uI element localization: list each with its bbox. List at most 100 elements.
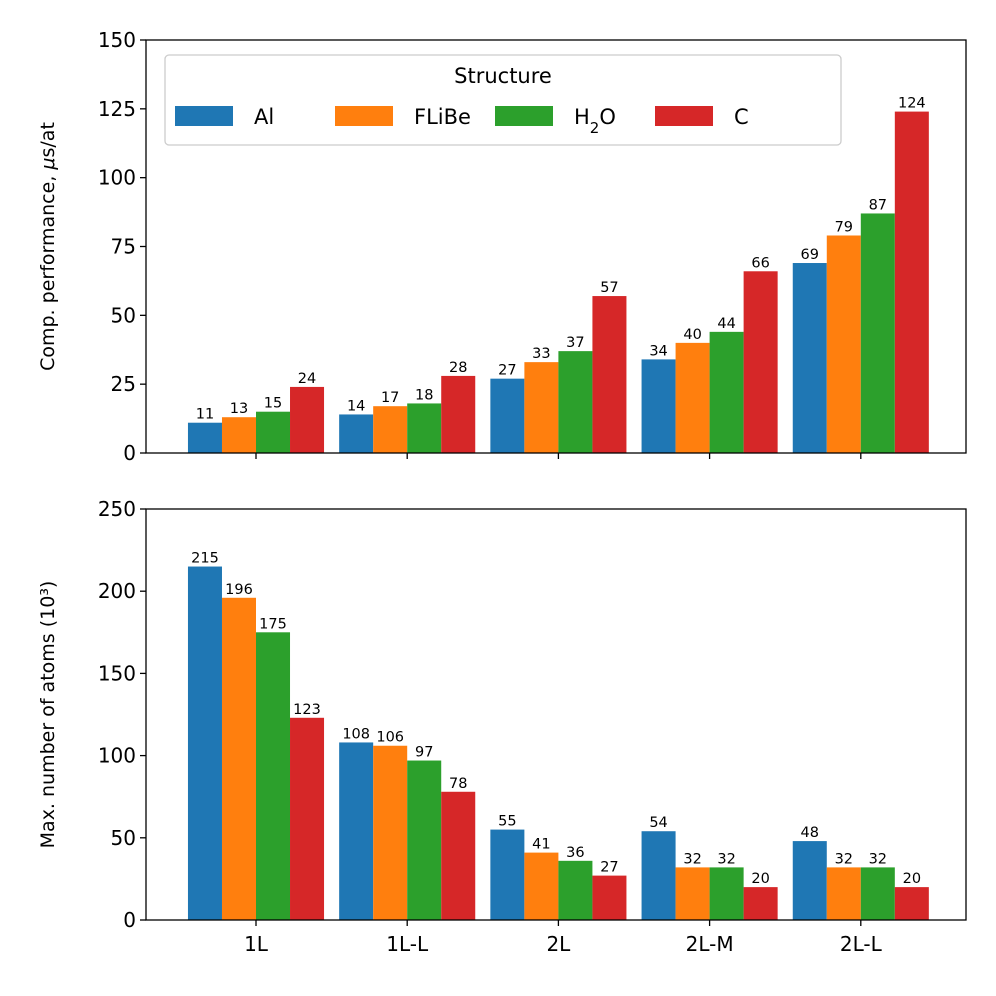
data-label-al-2l-m: 34: [649, 343, 667, 359]
series-c: 24 28 57 66 124: [290, 96, 929, 453]
y-axis-title: Comp. performance, μs/at: [37, 122, 59, 371]
bar-al-2l-l: [792, 841, 827, 920]
data-label-al-2l-m: 54: [649, 815, 667, 831]
legend-swatch-c: [655, 106, 713, 126]
bar-flibe-1l: [221, 417, 256, 453]
y-tick-label-150: 150: [98, 28, 136, 52]
bar-c-2l: [592, 875, 627, 920]
data-label-al-1l-l: 14: [347, 398, 365, 414]
x-tick-label-1l: 1L: [244, 932, 269, 956]
series-h2o: 15 18 37 44 87: [256, 197, 895, 453]
data-label-al-1l: 215: [191, 551, 219, 567]
data-label-c-2l-l: 124: [898, 96, 926, 112]
bar-flibe-2l: [524, 852, 559, 920]
data-label-c-1l: 24: [298, 371, 316, 387]
data-label-al-1l-l: 108: [342, 726, 370, 742]
x-tick-label-2l-m: 2L-M: [686, 932, 734, 956]
data-label-al-2l-l: 48: [801, 825, 819, 841]
bar-h2o-2l-m: [709, 867, 744, 920]
series-c: 123 78 27 20 20: [290, 702, 929, 920]
bar-c-2l-l: [894, 111, 929, 453]
bar-c-1l: [290, 386, 325, 453]
bar-c-2l-m: [743, 271, 778, 453]
bar-flibe-2l-l: [826, 867, 861, 920]
data-label-flibe-2l-l: 79: [835, 219, 853, 235]
bar-al-2l-m: [641, 831, 676, 920]
data-label-h2o-2l: 37: [566, 335, 584, 351]
y-tick-label-125: 125: [98, 97, 136, 121]
bar-c-1l-l: [441, 375, 476, 453]
bar-h2o-1l-l: [407, 760, 442, 920]
bar-c-2l-l: [894, 887, 929, 920]
data-label-c-2l: 57: [600, 280, 618, 296]
bar-al-2l-l: [792, 263, 827, 453]
data-label-h2o-2l-m: 32: [717, 851, 735, 867]
bar-flibe-2l: [524, 362, 559, 453]
data-label-flibe-2l-m: 32: [683, 851, 701, 867]
legend-label-h2o: H2O: [574, 105, 616, 137]
y-tick-label-100: 100: [98, 166, 136, 190]
data-label-flibe-2l-m: 40: [683, 327, 701, 343]
bar-c-2l-m: [743, 887, 778, 920]
series-h2o: 175 97 36 32 32: [256, 616, 895, 920]
y-tick-label-50: 50: [111, 826, 136, 850]
bar-h2o-2l-l: [860, 867, 895, 920]
data-label-c-2l-m: 20: [751, 871, 769, 887]
legend: Structure Al FLiBe H2O C: [164, 54, 842, 146]
data-label-h2o-2l: 36: [566, 845, 584, 861]
data-label-h2o-2l-l: 32: [869, 851, 887, 867]
bar-al-1l: [187, 422, 222, 453]
y-tick-label-100: 100: [98, 744, 136, 768]
bar-h2o-1l-l: [407, 403, 442, 453]
data-label-flibe-1l: 196: [225, 582, 253, 598]
y-tick-label-75: 75: [111, 235, 136, 259]
bar-h2o-2l: [558, 860, 593, 920]
legend-label-flibe: FLiBe: [414, 105, 471, 129]
data-label-h2o-1l: 15: [264, 396, 282, 412]
y-tick-label-150: 150: [98, 661, 136, 685]
data-label-c-1l-l: 28: [449, 360, 467, 376]
bar-h2o-2l: [558, 351, 593, 453]
bar-al-2l: [490, 378, 525, 453]
bar-flibe-1l-l: [373, 745, 408, 920]
bar-c-2l: [592, 296, 627, 453]
x-tick-label-2l-l: 2L-L: [840, 932, 883, 956]
bar-al-2l-m: [641, 359, 676, 453]
x-tick-label-1l-l: 1L-L: [386, 932, 429, 956]
legend-swatch-al: [175, 106, 233, 126]
data-label-h2o-1l-l: 18: [415, 387, 433, 403]
data-label-al-1l: 11: [196, 407, 214, 423]
bar-h2o-2l-m: [709, 331, 744, 453]
legend-swatch-h2o: [495, 106, 553, 126]
bar-flibe-1l-l: [373, 406, 408, 453]
data-label-flibe-1l: 13: [230, 401, 248, 417]
data-label-c-2l-m: 66: [751, 255, 769, 271]
data-label-flibe-2l: 41: [532, 837, 550, 853]
bar-al-2l: [490, 829, 525, 920]
bar-flibe-1l: [221, 597, 256, 920]
data-label-h2o-1l-l: 97: [415, 745, 433, 761]
data-label-h2o-2l-m: 44: [717, 316, 735, 332]
data-label-flibe-2l-l: 32: [835, 851, 853, 867]
plot-frame: [145, 508, 967, 921]
bar-al-1l: [187, 566, 222, 920]
bar-h2o-2l-l: [860, 213, 895, 453]
data-label-flibe-1l-l: 106: [376, 730, 404, 746]
data-label-al-2l: 27: [498, 363, 516, 379]
x-tick-label-2l: 2L: [546, 932, 571, 956]
series-flibe: 196 106 41 32 32: [221, 582, 861, 920]
series-al: 215 108 55 54 48: [187, 551, 827, 920]
data-label-flibe-1l-l: 17: [381, 390, 399, 406]
data-label-c-2l: 27: [600, 860, 618, 876]
bar-flibe-2l-m: [675, 867, 710, 920]
bar-al-1l-l: [339, 414, 374, 453]
data-label-flibe-2l: 33: [532, 346, 550, 362]
top-panel-comp-performance: 11 14 27 34 69 13 17 33 40 79 15 18 37 44 87 24 28 57 66 12…: [37, 28, 967, 465]
y-tick-label-50: 50: [111, 303, 136, 327]
legend-label-al: Al: [254, 105, 274, 129]
bar-c-1l: [290, 717, 325, 920]
bar-flibe-2l-m: [675, 342, 710, 453]
data-label-h2o-1l: 175: [259, 616, 287, 632]
data-label-c-1l-l: 78: [449, 776, 467, 792]
